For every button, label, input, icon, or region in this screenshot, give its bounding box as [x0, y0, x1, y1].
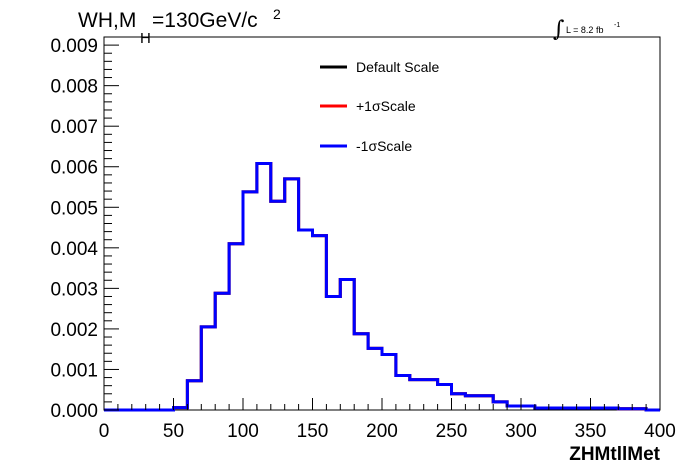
x-tick-label: 50 [163, 421, 184, 442]
y-tick-label: 0.006 [50, 158, 98, 179]
y-tick-label: 0.007 [50, 117, 98, 138]
x-tick-label: 350 [575, 421, 607, 442]
y-tick-label: 0.004 [50, 239, 98, 260]
x-tick-label: 250 [436, 421, 468, 442]
x-tick-label: 200 [366, 421, 398, 442]
luminosity-label: ∫ L = 8.2 fb -1 [553, 17, 620, 42]
y-tick-label: 0.005 [50, 198, 98, 219]
chart-title-main: WH,M [78, 9, 136, 32]
series-line-1 [104, 162, 660, 412]
chart-title: WH,M H =130GeV/c 2 [78, 6, 281, 47]
y-tick-label: 0.002 [50, 320, 98, 341]
chart-title-subscript: H [140, 30, 151, 47]
legend-label-plus1sigma: +1σScale [356, 98, 416, 114]
y-tick-label: 0.008 [50, 77, 98, 98]
chart-title-superscript: 2 [273, 6, 281, 22]
y-tick-label: 0.000 [50, 401, 98, 422]
legend-label-minus1sigma: -1σScale [356, 138, 412, 154]
x-tick-label: 400 [644, 421, 676, 442]
x-tick-label: 300 [505, 421, 537, 442]
x-tick-label: 0 [99, 421, 110, 442]
y-tick-label: 0.009 [50, 36, 98, 57]
x-tick-label: 100 [227, 421, 259, 442]
integral-symbol: ∫ [553, 17, 565, 42]
luminosity-superscript: -1 [614, 22, 620, 29]
legend: Default Scale +1σScale -1σScale [320, 59, 439, 154]
x-tick-label: 150 [297, 421, 329, 442]
chart-title-value: =130GeV/c [152, 9, 258, 32]
series-line-0 [104, 162, 660, 412]
luminosity-text: L = 8.2 fb [566, 25, 603, 35]
y-tick-label: 0.001 [50, 360, 98, 381]
x-axis-label: ZHMtllMet [569, 444, 660, 465]
legend-label-default: Default Scale [356, 59, 439, 75]
series-line-2 [104, 162, 660, 412]
y-tick-label: 0.003 [50, 279, 98, 300]
